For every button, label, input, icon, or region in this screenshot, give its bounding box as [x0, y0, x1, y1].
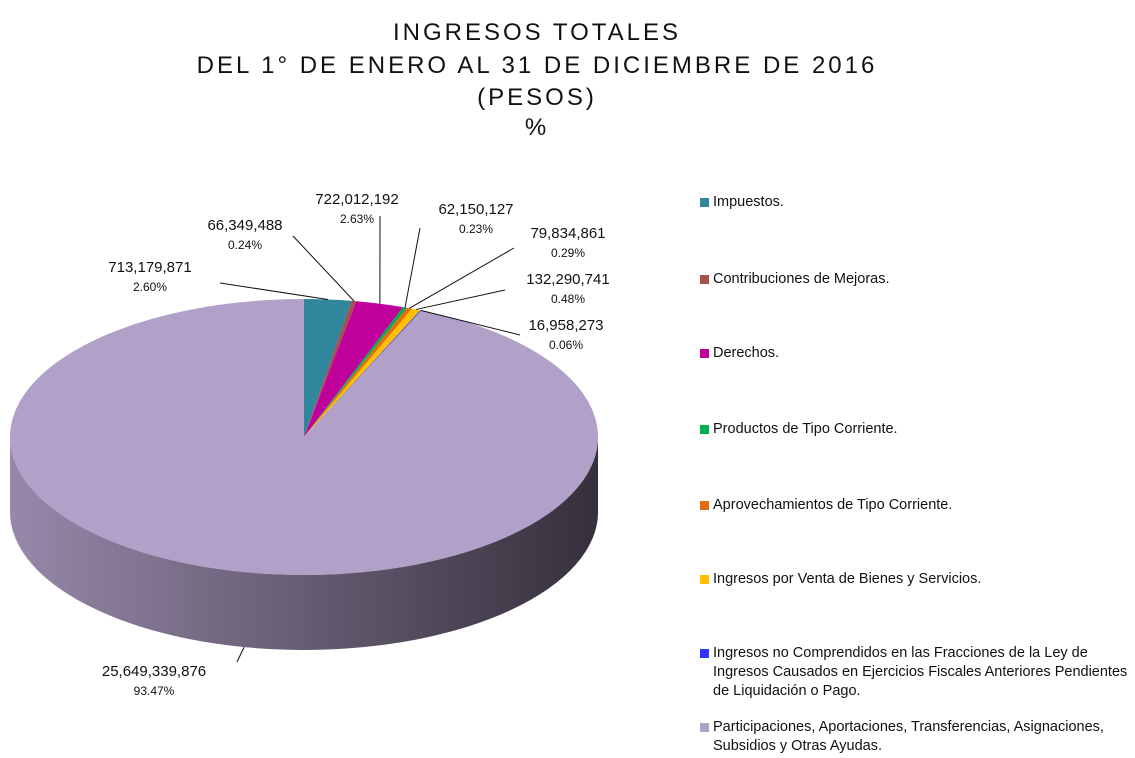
slice: [304, 307, 413, 437]
legend-label: Productos de Tipo Corriente.: [713, 421, 898, 437]
legend-label: Participaciones, Aportaciones, Transfere…: [713, 719, 1104, 754]
legend-swatch: [700, 275, 709, 284]
slice-side-shade: [10, 437, 598, 650]
percent-label: 93.47%: [134, 684, 175, 698]
legend-swatch: [700, 425, 709, 434]
data-label: 132,290,741: [526, 271, 609, 288]
slice: [304, 308, 421, 437]
leader-line: [404, 227, 421, 308]
legend-item: Productos de Tipo Corriente.: [700, 420, 1130, 439]
legend-item: Ingresos por Venta de Bienes y Servicios…: [700, 570, 1130, 589]
legend-swatch: [700, 198, 709, 207]
leader-line: [420, 309, 521, 336]
percent-label: 2.60%: [133, 280, 167, 294]
percent-label: 0.48%: [551, 292, 585, 306]
percent-label: 0.24%: [228, 238, 262, 252]
legend-item: Participaciones, Aportaciones, Transfere…: [700, 718, 1130, 756]
slice: [304, 299, 352, 437]
legend-label: Derechos.: [713, 345, 780, 361]
data-label: 16,958,273: [528, 317, 603, 334]
slice: [9, 299, 598, 575]
legend-swatch: [700, 501, 709, 510]
legend-label: Aprovechamientos de Tipo Corriente.: [713, 497, 953, 513]
chart-title: DEL 1° DE ENERO AL 31 DE DICIEMBRE DE 20…: [197, 52, 878, 79]
slice: [304, 301, 404, 437]
leader-line: [409, 247, 515, 309]
legend-item: Contribuciones de Mejoras.: [700, 270, 1130, 289]
percent-label: 0.29%: [551, 246, 585, 260]
data-label: 62,150,127: [438, 201, 513, 218]
legend-item: Impuestos.: [700, 193, 1130, 212]
legend-label: Contribuciones de Mejoras.: [713, 271, 890, 287]
percent-label: 0.06%: [549, 338, 583, 352]
legend-label: Ingresos por Venta de Bienes y Servicios…: [713, 571, 982, 587]
leader-line: [236, 646, 245, 663]
leader-line: [292, 235, 355, 302]
chart-title: INGRESOS TOTALES: [393, 19, 681, 46]
legend-swatch: [700, 723, 709, 732]
chart-title: (PESOS): [477, 84, 597, 111]
data-label: 79,834,861: [530, 225, 605, 242]
slice: [304, 300, 357, 437]
slice: [304, 310, 422, 437]
legend-item: Aprovechamientos de Tipo Corriente.: [700, 496, 1130, 515]
percent-label: 2.63%: [340, 212, 374, 226]
legend-swatch: [700, 575, 709, 584]
legend-swatch: [700, 649, 709, 658]
slice: [304, 307, 408, 437]
legend-swatch: [700, 349, 709, 358]
legend-label: Ingresos no Comprendidos en las Fraccion…: [713, 645, 1128, 699]
percent-label: 0.23%: [459, 222, 493, 236]
data-label: 713,179,871: [108, 259, 191, 276]
legend-item: Derechos.: [700, 344, 1130, 363]
legend-label: Impuestos.: [713, 194, 784, 210]
data-label: 25,649,339,876: [102, 663, 206, 680]
legend-item: Ingresos no Comprendidos en las Fraccion…: [700, 644, 1130, 701]
data-label: 722,012,192: [315, 191, 398, 208]
leader-line: [219, 282, 329, 300]
data-label: 66,349,488: [207, 217, 282, 234]
leader-line: [416, 289, 506, 310]
chart-title: %: [525, 114, 549, 141]
